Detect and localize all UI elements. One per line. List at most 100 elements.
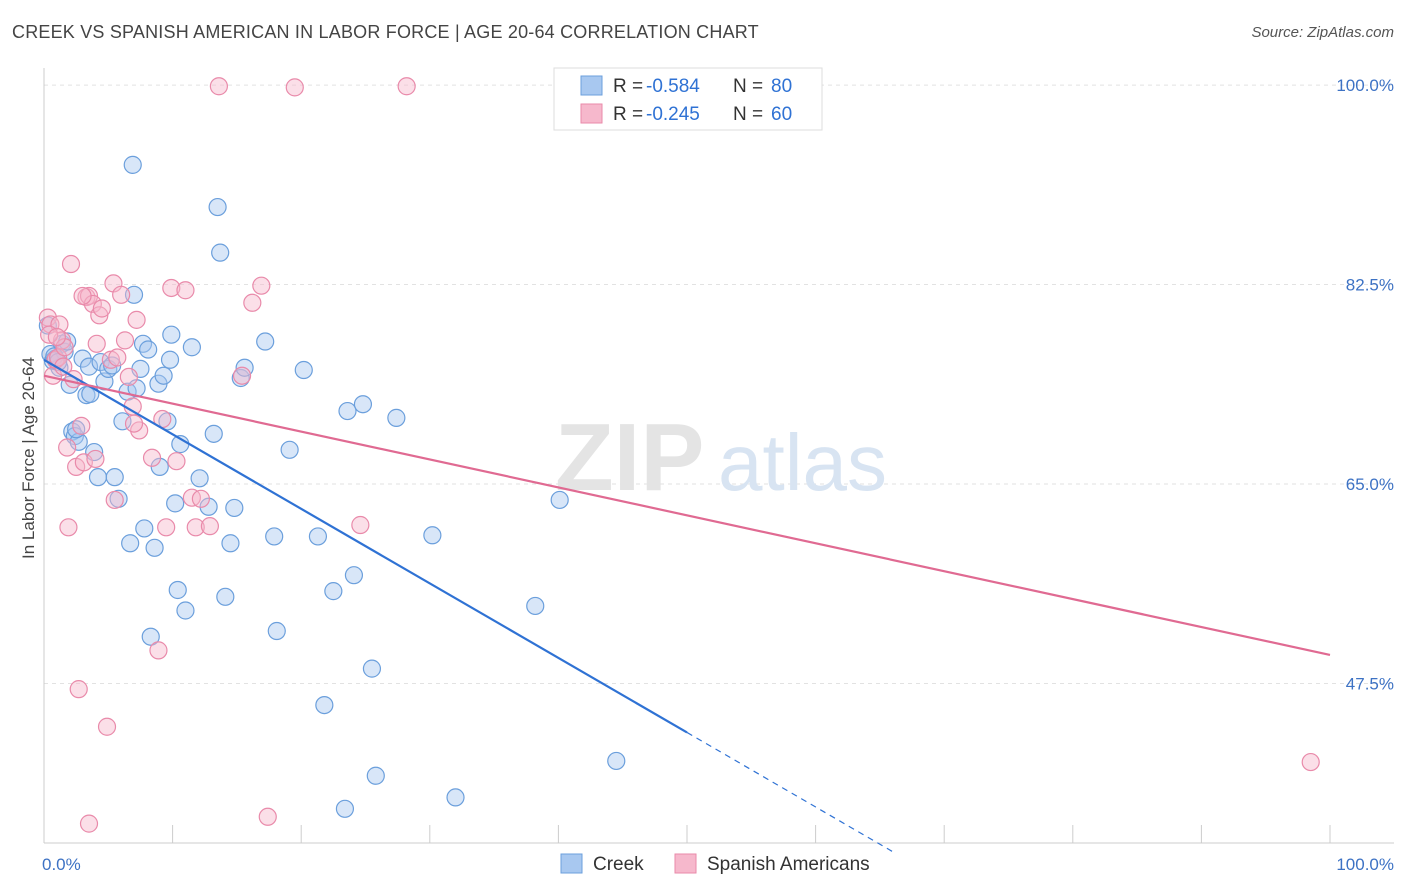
series-spanish-points (38, 77, 1320, 833)
point-creek-74 (526, 596, 545, 616)
point-creek-49 (204, 424, 223, 443)
legend-swatch-spanish (580, 103, 603, 124)
point-creek-71 (387, 408, 406, 427)
axes (43, 68, 1394, 844)
chart-title: CREEK VS SPANISH AMERICAN IN LABOR FORCE… (12, 22, 759, 42)
point-spanish-59 (124, 414, 144, 433)
point-creek-72 (423, 526, 442, 545)
point-spanish-10 (59, 518, 78, 537)
y-tick-label-2: 82.5% (1346, 276, 1394, 295)
point-creek-54 (225, 498, 244, 518)
point-creek-66 (338, 401, 357, 421)
point-spanish-28 (105, 490, 124, 510)
point-spanish-58 (73, 286, 92, 306)
point-creek-68 (353, 395, 373, 414)
legend-r-value-creek: -0.584 (646, 76, 700, 97)
point-creek-43 (168, 580, 187, 600)
point-creek-46 (182, 338, 201, 357)
chart-source: Source: ZipAtlas.com (1251, 24, 1394, 41)
point-creek-34 (141, 627, 160, 646)
point-creek-52 (216, 587, 235, 606)
point-creek-24 (113, 412, 132, 431)
bottom-legend-swatch-creek (560, 853, 583, 874)
point-creek-17 (88, 468, 108, 487)
point-spanish-42 (176, 281, 195, 300)
point-spanish-48 (243, 293, 262, 312)
point-creek-38 (154, 366, 173, 385)
bottom-legend-swatch-spanish (674, 853, 697, 874)
point-spanish-32 (119, 367, 138, 386)
point-creek-45 (176, 601, 195, 620)
point-creek-75 (550, 490, 569, 510)
legend-n-value-creek: 80 (771, 76, 792, 97)
y-tick-label-1: 65.0% (1346, 475, 1394, 494)
point-spanish-40 (162, 278, 181, 298)
y-tick-label-3: 100.0% (1336, 76, 1394, 95)
point-spanish-46 (209, 77, 228, 96)
point-creek-47 (190, 469, 209, 488)
point-creek-26 (121, 534, 140, 553)
point-spanish-51 (285, 78, 304, 97)
point-spanish-30 (112, 285, 131, 304)
legend-swatch-creek (580, 75, 603, 96)
point-creek-76 (607, 751, 626, 771)
point-creek-33 (139, 340, 158, 359)
point-creek-59 (267, 621, 286, 641)
point-spanish-15 (72, 416, 91, 435)
point-spanish-24 (92, 299, 111, 318)
point-spanish-11 (61, 254, 81, 274)
watermark-zip: ZIP (555, 404, 704, 511)
point-creek-57 (256, 332, 275, 351)
trend-line-spanish (43, 374, 1331, 657)
legend-n-label-spanish: N = (733, 104, 763, 125)
series-creek-points (38, 155, 626, 818)
point-spanish-29 (108, 348, 127, 367)
point-spanish-45 (200, 517, 219, 536)
point-spanish-19 (79, 814, 99, 833)
point-spanish-25 (97, 717, 117, 736)
point-creek-35 (145, 538, 164, 557)
bottom-legend: Creek Spanish Americans (560, 853, 870, 875)
trend-line-creek (43, 358, 688, 734)
y-tick-label-0: 47.5% (1346, 674, 1394, 693)
point-creek-58 (265, 527, 284, 546)
watermark: ZIP atlas (555, 404, 887, 511)
point-creek-63 (315, 695, 334, 715)
bottom-legend-label-spanish: Spanish Americans (707, 854, 870, 875)
watermark-atlas: atlas (718, 418, 887, 507)
point-spanish-57 (47, 327, 66, 347)
point-spanish-55 (191, 489, 210, 508)
legend-n-value-spanish: 60 (771, 104, 792, 125)
point-spanish-41 (167, 452, 186, 471)
point-spanish-44 (186, 518, 205, 537)
point-creek-27 (123, 155, 142, 174)
legend-n-label-creek: N = (733, 76, 763, 97)
point-spanish-36 (142, 448, 162, 467)
point-creek-40 (160, 350, 180, 369)
point-creek-41 (162, 325, 181, 344)
point-creek-60 (280, 440, 299, 459)
point-creek-65 (335, 799, 355, 818)
bottom-legend-label-creek: Creek (593, 854, 644, 875)
point-spanish-49 (252, 276, 271, 295)
point-spanish-16 (74, 453, 93, 472)
point-spanish-22 (87, 334, 106, 353)
point-spanish-21 (86, 449, 105, 469)
point-creek-70 (366, 766, 385, 785)
point-spanish-47 (232, 366, 252, 385)
point-creek-50 (208, 197, 227, 217)
legend-box: R = -0.584 N = 80 R = -0.245 N = 60 (553, 67, 823, 131)
point-spanish-52 (351, 515, 370, 535)
point-spanish-53 (397, 77, 416, 96)
point-spanish-9 (58, 438, 77, 457)
point-creek-53 (221, 534, 240, 553)
point-creek-73 (446, 788, 465, 807)
point-creek-69 (362, 659, 382, 678)
y-axis-label: In Labor Force | Age 20-64 (19, 357, 38, 559)
point-creek-14 (79, 357, 99, 376)
point-spanish-8 (55, 338, 74, 357)
point-creek-79 (67, 420, 86, 439)
point-spanish-37 (149, 641, 168, 660)
point-creek-37 (150, 457, 169, 476)
point-creek-64 (324, 582, 343, 601)
